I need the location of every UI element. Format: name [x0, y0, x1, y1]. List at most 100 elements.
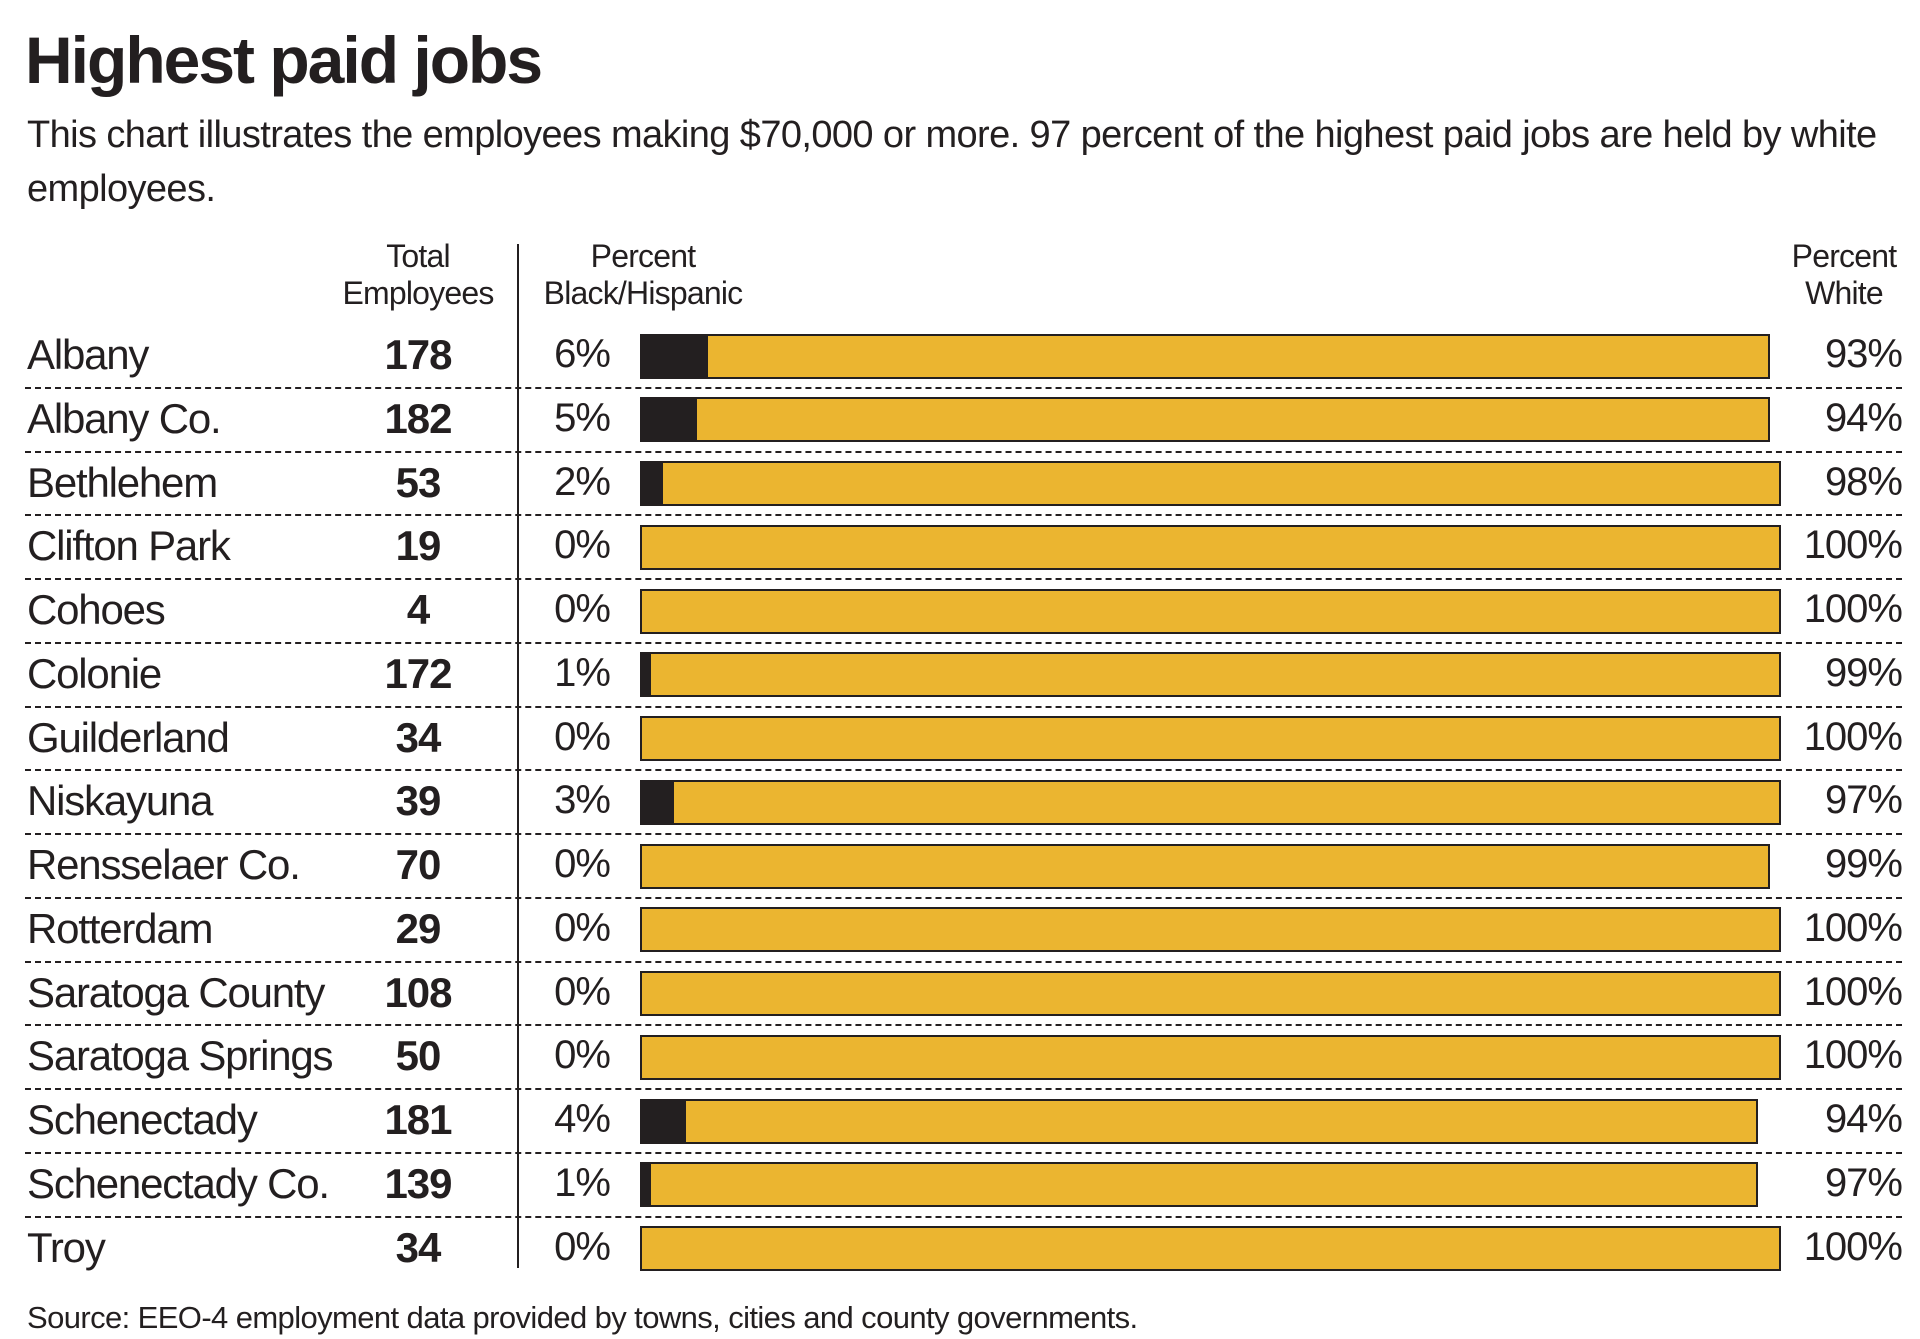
row-label: Niskayuna — [27, 777, 213, 825]
chart-title: Highest paid jobs — [25, 23, 543, 97]
row-label: Colonie — [27, 649, 162, 697]
total-employees-value: 182 — [384, 394, 452, 442]
total-employees-value: 178 — [384, 331, 452, 378]
percent-white-label: 100% — [1803, 587, 1903, 631]
bar-white-segment — [640, 907, 1781, 953]
percent-black-hispanic-label: 0% — [554, 714, 611, 759]
bar-black-hispanic-segment — [640, 461, 663, 506]
row-separator — [25, 705, 1902, 708]
header-total-line2: Employees — [342, 275, 494, 311]
total-employees-value: 70 — [395, 841, 442, 888]
bar-black-hispanic-segment — [640, 397, 697, 443]
header-white-line1: Percent — [1791, 238, 1897, 274]
percent-black-hispanic-label: 4% — [554, 1097, 611, 1141]
row-separator — [25, 641, 1902, 644]
bar-black-hispanic-segment — [640, 1098, 686, 1144]
total-employees-value: 19 — [395, 522, 442, 570]
percent-white-label: 99% — [1824, 842, 1903, 886]
bar-black-hispanic-segment — [640, 333, 708, 379]
row-label: Schenectady — [27, 1096, 258, 1143]
total-employees-value: 181 — [384, 1096, 452, 1143]
row-separator — [25, 450, 1902, 453]
bar-white-segment — [640, 779, 1781, 825]
percent-black-hispanic-label: 0% — [554, 1224, 611, 1269]
percent-black-hispanic-label: 0% — [554, 842, 611, 886]
total-employees-value: 34 — [395, 713, 442, 761]
percent-black-hispanic-label: 0% — [554, 905, 611, 950]
bar-black-hispanic-segment — [640, 652, 651, 698]
percent-white-label: 100% — [1803, 905, 1903, 950]
percent-white-label: 98% — [1824, 459, 1903, 504]
row-separator — [25, 769, 1902, 772]
bar-white-segment — [640, 333, 1770, 379]
row-separator — [25, 514, 1902, 517]
bar-white-segment — [640, 588, 1781, 634]
row-separator — [25, 833, 1902, 836]
percent-white-label: 100% — [1803, 523, 1903, 568]
bar-white-segment — [640, 1162, 1758, 1208]
row-label: Clifton Park — [27, 522, 231, 570]
bar-white-segment — [640, 1034, 1781, 1080]
percent-black-hispanic-label: 1% — [554, 650, 611, 695]
row-label: Rensselaer Co. — [27, 841, 301, 888]
header-percent-black-hispanic: Percent Black/Hispanic — [544, 238, 743, 312]
bar-white-segment — [640, 1098, 1758, 1144]
percent-black-hispanic-label: 3% — [554, 778, 611, 823]
bar-black-hispanic-segment — [640, 779, 674, 825]
percent-black-hispanic-label: 2% — [554, 459, 611, 504]
total-employees-value: 34 — [395, 1223, 442, 1271]
percent-white-label: 94% — [1824, 395, 1903, 440]
total-employees-value: 139 — [384, 1159, 452, 1207]
bar-white-segment — [640, 397, 1770, 443]
row-label: Schenectady Co. — [27, 1159, 330, 1207]
bar-white-segment — [640, 843, 1770, 889]
bar-white-segment — [640, 652, 1781, 698]
percent-white-label: 97% — [1824, 778, 1903, 823]
percent-black-hispanic-label: 1% — [554, 1160, 611, 1205]
row-label: Saratoga County — [27, 968, 325, 1016]
percent-black-hispanic-label: 0% — [554, 969, 611, 1014]
row-label: Bethlehem — [27, 458, 218, 506]
bar-white-segment — [640, 524, 1781, 570]
percent-white-label: 99% — [1824, 650, 1903, 695]
row-label: Rotterdam — [27, 904, 213, 952]
percent-black-hispanic-label: 6% — [554, 332, 611, 376]
percent-white-label: 93% — [1824, 332, 1903, 376]
row-separator — [25, 1215, 1902, 1218]
row-separator — [25, 578, 1902, 581]
total-employees-value: 29 — [395, 904, 442, 952]
column-divider — [517, 244, 519, 1268]
row-label: Troy — [27, 1223, 106, 1271]
row-label: Cohoes — [27, 586, 166, 633]
percent-white-label: 94% — [1824, 1097, 1903, 1141]
header-total-line1: Total — [386, 238, 450, 274]
header-total-employees: Total Employees — [342, 238, 494, 312]
total-employees-value: 172 — [384, 649, 452, 697]
row-separator — [25, 1151, 1902, 1154]
row-separator — [25, 960, 1902, 963]
bar-white-segment — [640, 716, 1781, 761]
percent-white-label: 100% — [1803, 1224, 1903, 1269]
header-bh-line2: Black/Hispanic — [543, 275, 743, 311]
percent-white-label: 97% — [1824, 1160, 1903, 1205]
percent-black-hispanic-label: 5% — [554, 395, 611, 440]
bar-white-segment — [640, 461, 1781, 506]
row-label: Guilderland — [27, 713, 230, 761]
row-label: Albany Co. — [27, 394, 222, 442]
bar-white-segment — [640, 971, 1781, 1016]
bar-black-hispanic-segment — [640, 1162, 651, 1208]
chart-subtitle: This chart illustrates the employees mak… — [27, 114, 1877, 210]
row-separator — [25, 386, 1902, 389]
row-label: Saratoga Springs — [27, 1032, 334, 1080]
header-white-line2: White — [1805, 275, 1884, 311]
header-percent-white: Percent White — [1792, 238, 1897, 312]
percent-white-label: 100% — [1803, 1033, 1903, 1078]
row-separator — [25, 1024, 1902, 1027]
total-employees-value: 53 — [395, 458, 442, 506]
total-employees-value: 50 — [395, 1032, 442, 1080]
bar-white-segment — [640, 1226, 1781, 1271]
percent-white-label: 100% — [1803, 969, 1903, 1014]
total-employees-value: 4 — [406, 586, 430, 633]
total-employees-value: 108 — [384, 968, 452, 1016]
row-label: Albany — [27, 331, 149, 378]
